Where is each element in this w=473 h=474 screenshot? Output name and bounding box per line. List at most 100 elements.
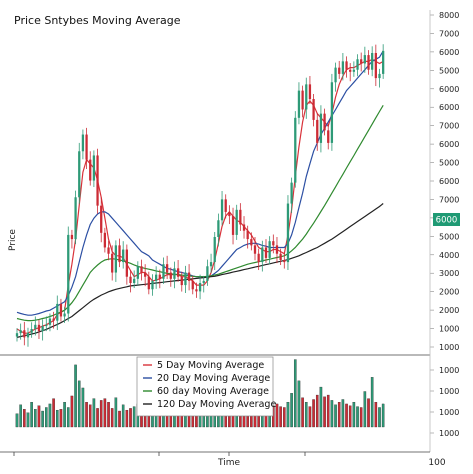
candle-body xyxy=(122,249,125,263)
candle-body xyxy=(92,155,96,181)
candle-body xyxy=(147,276,150,290)
volume-bar xyxy=(99,400,103,428)
candle-body xyxy=(158,274,161,279)
candle-body xyxy=(363,55,366,64)
candle-body xyxy=(70,234,74,240)
volume-bar xyxy=(81,387,85,428)
volume-bar xyxy=(315,394,319,428)
price-axis: 8000 7000 6000 5000 6000 6000 7000 6000 5000 6000… xyxy=(430,11,459,352)
candle-body xyxy=(257,253,260,263)
ma-line xyxy=(16,203,384,338)
candle-body xyxy=(349,69,352,72)
candle-body xyxy=(67,234,70,314)
volume-bar xyxy=(381,403,385,428)
candle-body xyxy=(34,324,37,329)
candle-body xyxy=(89,159,92,181)
volume-bar xyxy=(88,404,92,428)
volume-bar xyxy=(30,401,33,428)
candle-body xyxy=(264,247,268,258)
y-axis-label: Price xyxy=(8,229,18,251)
volume-bar xyxy=(59,409,63,428)
candle-body xyxy=(140,266,143,273)
candle-body xyxy=(341,61,345,74)
candle-body xyxy=(367,55,370,70)
volume-bar xyxy=(77,380,81,428)
volume-bar xyxy=(114,397,118,428)
price-tick-label: 7000 xyxy=(439,195,459,204)
volume-bar xyxy=(308,406,312,428)
volume-bar xyxy=(359,407,363,428)
candle-body xyxy=(48,318,52,325)
candle-body xyxy=(228,211,231,217)
candle-body xyxy=(85,134,88,160)
candle-body xyxy=(378,73,381,79)
candle-body xyxy=(74,197,77,240)
candle-body xyxy=(198,283,202,292)
volume-bar xyxy=(52,398,55,428)
volume-bar xyxy=(334,404,337,428)
volume-bar xyxy=(352,401,356,428)
volume-bar xyxy=(341,399,345,428)
candle-body xyxy=(114,245,118,273)
volume-bar xyxy=(337,401,341,428)
volume-bar xyxy=(370,377,374,428)
volume-bar xyxy=(48,403,52,428)
volume-bar xyxy=(319,386,323,428)
price-tick-label: 7000 xyxy=(439,122,459,131)
volume-bar xyxy=(283,407,286,428)
candle-body xyxy=(56,303,59,321)
current-price-badge-bg xyxy=(433,213,460,226)
candle-body xyxy=(37,324,41,332)
candle-body xyxy=(26,332,30,338)
volume-bar xyxy=(41,410,44,428)
candle-body xyxy=(239,209,242,225)
candle-body xyxy=(217,220,220,237)
volume-bar xyxy=(70,395,74,428)
volume-bar xyxy=(356,406,359,428)
candle-body xyxy=(176,268,180,277)
candle-body xyxy=(352,69,356,72)
volume-bar xyxy=(96,408,99,428)
volume-bar xyxy=(26,412,30,428)
current-price-label: 6000 xyxy=(436,216,458,226)
volume-bars xyxy=(15,359,385,428)
legend-entry: 20 Day Moving Average xyxy=(157,373,270,384)
price-tick-label: 6000 xyxy=(439,48,459,57)
candle-body xyxy=(23,330,26,338)
candle-body xyxy=(169,272,172,279)
candle-body xyxy=(81,134,85,152)
candles xyxy=(15,44,385,347)
volume-bar xyxy=(110,408,114,428)
candle-body xyxy=(345,61,348,70)
candle-body xyxy=(319,113,323,143)
volume-bar xyxy=(45,407,48,428)
candle-body xyxy=(330,82,334,143)
volume-bar xyxy=(85,401,88,428)
candle-body xyxy=(290,182,293,204)
candle-body xyxy=(334,67,337,83)
volume-bar xyxy=(312,399,315,428)
price-tick-label: 1000 xyxy=(439,343,459,352)
candle-body xyxy=(206,266,209,281)
candle-body xyxy=(275,245,279,254)
legend-entry: 5 Day Moving Average xyxy=(157,360,264,371)
candle-body xyxy=(19,330,22,334)
candle-body xyxy=(338,67,341,74)
candle-body xyxy=(195,289,198,292)
candle-body xyxy=(187,272,191,281)
candle-body xyxy=(231,216,235,235)
price-tick-label: 2000 xyxy=(439,288,459,297)
candle-body xyxy=(96,155,99,206)
candle-body xyxy=(297,90,301,118)
candle-body xyxy=(224,199,227,212)
volume-bar xyxy=(286,401,290,428)
volume-bar xyxy=(304,401,308,428)
volume-bar xyxy=(378,407,381,428)
candle-body xyxy=(305,84,308,110)
candle-body xyxy=(323,113,326,131)
volume-bar xyxy=(279,406,282,428)
volume-bar xyxy=(330,400,334,428)
candle-body xyxy=(45,324,48,327)
candle-body xyxy=(173,268,176,279)
